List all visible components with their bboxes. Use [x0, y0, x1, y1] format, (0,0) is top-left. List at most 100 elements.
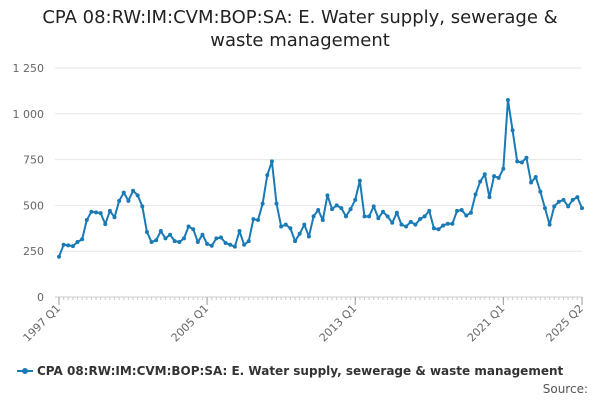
- data-point: [390, 220, 395, 225]
- data-point: [256, 218, 261, 223]
- data-point: [205, 241, 210, 246]
- data-point: [468, 210, 473, 215]
- legend[interactable]: CPA 08:RW:IM:CVM:BOP:SA: E. Water supply…: [17, 364, 563, 378]
- y-tick-label: 250: [23, 245, 44, 258]
- data-point: [297, 231, 302, 236]
- data-point: [492, 174, 497, 179]
- data-point: [538, 189, 543, 194]
- data-point: [542, 206, 547, 211]
- x-tick-label: 2005 Q1: [169, 302, 212, 345]
- data-point: [131, 188, 136, 193]
- data-point: [177, 240, 182, 245]
- data-point: [70, 244, 75, 249]
- x-tick-label: 2025 Q2: [544, 302, 587, 345]
- data-point: [163, 236, 168, 241]
- data-point: [251, 217, 256, 222]
- data-point: [274, 201, 279, 206]
- y-tick-label: 1 250: [13, 62, 45, 75]
- data-point: [103, 222, 108, 227]
- data-point: [149, 240, 154, 245]
- data-point: [311, 214, 316, 219]
- x-tick-label: 2021 Q1: [465, 302, 508, 345]
- data-point: [515, 159, 520, 164]
- gridlines: [55, 67, 582, 298]
- data-point: [380, 209, 385, 214]
- data-point: [427, 208, 432, 213]
- y-tick-label: 0: [37, 291, 44, 304]
- data-point: [232, 244, 237, 249]
- data-point: [223, 240, 228, 245]
- data-point: [561, 197, 566, 202]
- data-point: [441, 223, 446, 228]
- data-point: [399, 222, 404, 227]
- data-point: [61, 242, 66, 247]
- data-point: [325, 193, 330, 198]
- data-point: [154, 238, 159, 243]
- data-point: [566, 204, 571, 209]
- data-point: [228, 242, 233, 247]
- data-point: [112, 215, 117, 220]
- series-line: [58, 99, 583, 258]
- data-point: [404, 224, 409, 229]
- y-tick-label: 1 000: [13, 108, 45, 121]
- data-point: [339, 206, 344, 211]
- data-point: [172, 239, 177, 244]
- data-point: [158, 229, 163, 234]
- data-point: [209, 243, 214, 248]
- data-point: [302, 222, 307, 227]
- data-point: [186, 224, 191, 229]
- data-point: [260, 201, 265, 206]
- data-point: [464, 213, 469, 218]
- data-point: [84, 218, 89, 223]
- data-point: [533, 175, 538, 180]
- data-point: [107, 208, 112, 213]
- data-point: [237, 229, 242, 234]
- data-point: [570, 197, 575, 202]
- data-point: [529, 180, 534, 185]
- data-point: [320, 218, 325, 223]
- data-point: [306, 234, 311, 239]
- data-point: [214, 236, 219, 241]
- data-point: [431, 226, 436, 231]
- data-point: [353, 197, 358, 202]
- data-point: [144, 229, 149, 234]
- data-point: [575, 195, 580, 200]
- data-point: [505, 98, 510, 103]
- data-point: [413, 222, 418, 227]
- legend-swatch-icon: [17, 365, 33, 377]
- data-point: [140, 204, 145, 209]
- data-point: [334, 203, 339, 208]
- data-point: [357, 178, 362, 183]
- data-point: [450, 221, 455, 226]
- data-point: [445, 221, 450, 226]
- data-point: [547, 222, 552, 227]
- data-point: [455, 208, 460, 213]
- x-tick-label: 1997 Q1: [21, 302, 64, 345]
- source-label[interactable]: Source:: [542, 382, 588, 396]
- data-point: [482, 172, 487, 177]
- data-point: [135, 193, 140, 198]
- y-tick-label: 500: [23, 199, 44, 212]
- data-point: [168, 232, 173, 237]
- data-point: [200, 232, 205, 237]
- data-point: [473, 192, 478, 197]
- data-point: [422, 214, 427, 219]
- data-point: [556, 199, 561, 204]
- data-point: [218, 235, 223, 240]
- data-point: [89, 209, 94, 214]
- legend-label: CPA 08:RW:IM:CVM:BOP:SA: E. Water supply…: [37, 364, 564, 378]
- data-point: [371, 204, 376, 209]
- data-point: [181, 236, 186, 241]
- data-point: [348, 207, 353, 212]
- data-point: [385, 214, 390, 219]
- x-tick-label: 2013 Q1: [317, 302, 360, 345]
- data-point: [436, 227, 441, 232]
- data-point: [191, 227, 196, 232]
- data-point: [242, 242, 247, 247]
- data-point: [94, 210, 99, 215]
- data-point: [288, 226, 293, 231]
- data-point: [487, 195, 492, 200]
- data-point: [98, 211, 103, 216]
- data-point: [117, 198, 122, 203]
